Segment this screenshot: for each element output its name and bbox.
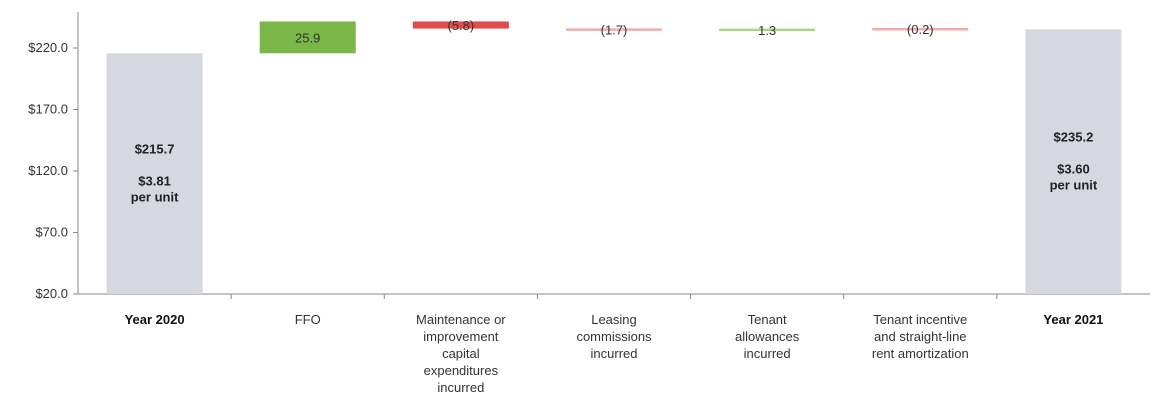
x-category-label: FFO: [295, 312, 321, 327]
x-category-label: incurred: [591, 346, 638, 361]
increase-bar: [719, 28, 816, 32]
delta-bar-label: 1.3: [758, 23, 776, 38]
x-category-label: Tenant: [748, 312, 787, 327]
bars-layer: [106, 21, 1122, 294]
total-bar-label: $215.7: [135, 142, 175, 157]
y-tick-label: $220.0: [28, 40, 68, 55]
x-category-label: incurred: [744, 346, 791, 361]
x-category-label: rent amortization: [872, 346, 969, 361]
delta-bar-label: (5.8): [447, 18, 474, 33]
decrease-bar: [412, 21, 509, 29]
x-category-label: capital: [442, 346, 480, 361]
total-bar-label: per unit: [1050, 178, 1098, 193]
x-category-label: Year 2021: [1043, 312, 1103, 327]
y-tick-label: $20.0: [35, 286, 68, 301]
x-category-label: and straight-line: [874, 329, 967, 344]
decrease-bar: [566, 28, 662, 31]
total-bar-label: $3.81: [138, 174, 171, 189]
axis-layer: $20.0 $70.0 $120.0 $170.0 $220.0: [28, 12, 1150, 301]
increase-bar: [259, 21, 356, 54]
x-category-label: allowances: [735, 329, 800, 344]
category-labels-layer: Year 2020 FFO Maintenance or improvement cap…: [125, 312, 1104, 395]
x-category-label: Maintenance or: [416, 312, 506, 327]
x-category-label: Year 2020: [125, 312, 185, 327]
total-bar: [1025, 29, 1122, 294]
y-tick-label: $70.0: [35, 225, 68, 240]
x-category-label: incurred: [437, 380, 484, 395]
y-tick-label: $170.0: [28, 102, 68, 117]
total-bar: [106, 53, 203, 294]
x-category-label: improvement: [423, 329, 499, 344]
x-category-label: expenditures: [424, 363, 499, 378]
delta-bar-label: (1.7): [601, 23, 628, 38]
delta-bar-label: 25.9: [295, 30, 320, 45]
y-tick-label: $120.0: [28, 163, 68, 178]
total-bar-label: $3.60: [1057, 162, 1090, 177]
x-category-label: commissions: [576, 329, 652, 344]
total-bar-label: per unit: [131, 190, 179, 205]
x-category-label: Tenant incentive: [873, 312, 967, 327]
delta-bar-label: (0.2): [907, 22, 934, 37]
total-bar-label: $235.2: [1054, 130, 1094, 145]
x-category-label: Leasing: [591, 312, 637, 327]
decrease-bar: [872, 27, 969, 31]
